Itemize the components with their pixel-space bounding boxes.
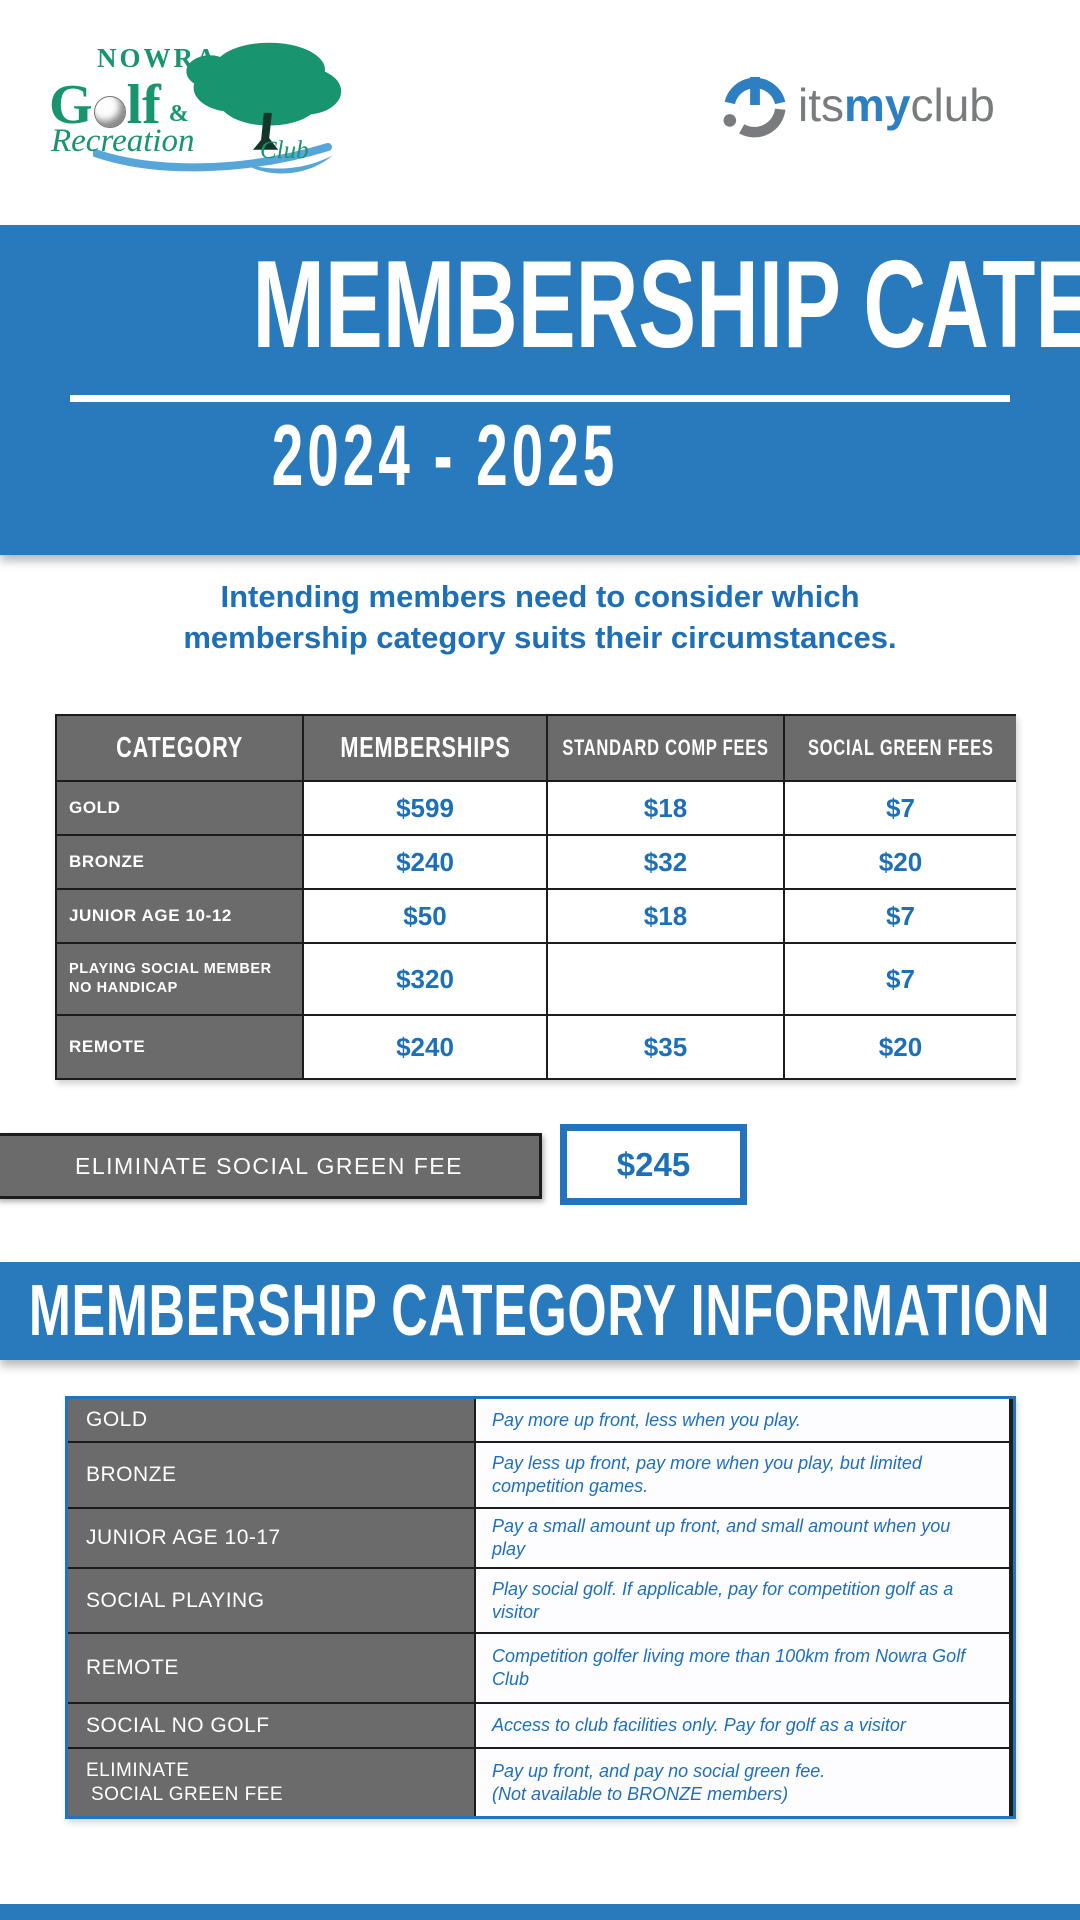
info-desc-bronze: Pay less up front, pay more when you pla… — [476, 1443, 1009, 1507]
wordmark-my: my — [844, 79, 911, 131]
remote-green-fee: $20 — [785, 1016, 1016, 1078]
row-label-playing-social: PLAYING SOCIAL MEMBER NO HANDICAP — [57, 944, 302, 1014]
golf-lf: lf — [126, 74, 161, 136]
junior-green-fee: $7 — [785, 890, 1016, 942]
fees-table: CATEGORY MEMBERSHIPS STANDARD COMP FEES … — [55, 714, 1016, 1080]
club-name: NOWRA — [97, 43, 219, 73]
golf-ball-icon — [93, 96, 126, 128]
remote-comp-fee: $35 — [548, 1016, 783, 1078]
info-label-eliminate-line2: SOCIAL GREEN FEE — [91, 1783, 284, 1805]
page-title: MEMBERSHIP CATEGORIES — [252, 236, 1080, 374]
info-desc-junior: Pay a small amount up front, and small a… — [476, 1509, 1009, 1567]
row-label-remote: REMOTE — [57, 1016, 302, 1078]
gold-comp-fee: $18 — [548, 782, 783, 834]
playing-social-membership-fee: $320 — [304, 944, 546, 1014]
info-label-bronze: BRONZE — [68, 1443, 474, 1507]
info-desc-social-no-golf: Access to club facilities only. Pay for … — [476, 1704, 1009, 1747]
swoosh-icon — [93, 143, 333, 174]
row-label-bronze: BRONZE — [57, 836, 302, 888]
bronze-green-fee: $20 — [785, 836, 1016, 888]
playing-social-comp-fee — [548, 944, 783, 1014]
ampersand: & — [168, 101, 189, 127]
eliminate-green-fee-price: $245 — [616, 1145, 691, 1183]
info-desc-eliminate: Pay up front, and pay no social green fe… — [476, 1749, 1009, 1816]
column-header-memberships: MEMBERSHIPS — [304, 716, 546, 780]
season-label: 2024 - 2025 — [271, 408, 619, 504]
gold-membership-fee: $599 — [304, 782, 546, 834]
itsmyclub-logo: itsmyclub — [720, 65, 1050, 145]
info-desc-gold: Pay more up front, less when you play. — [476, 1399, 1009, 1441]
info-label-remote: REMOTE — [68, 1634, 474, 1702]
gold-green-fee: $7 — [785, 782, 1016, 834]
column-header-social-green-fees: SOCIAL GREEN FEES — [785, 716, 1016, 780]
playing-social-line2: NO HANDICAP — [69, 980, 178, 996]
eliminate-green-fee-bar: ELIMINATE SOCIAL GREEN FEE — [0, 1133, 542, 1199]
junior-comp-fee: $18 — [548, 890, 783, 942]
club-recreation-word: Recreation — [51, 123, 195, 159]
info-label-eliminate-line1: ELIMINATE — [86, 1759, 190, 1781]
itsmyclub-wordmark: itsmyclub — [798, 78, 995, 132]
intro-text: Intending members need to consider which… — [0, 576, 1080, 658]
info-desc-eliminate-line2: (Not available to BRONZE members) — [492, 1783, 789, 1804]
wordmark-club: club — [910, 79, 995, 131]
info-desc-eliminate-line1: Pay up front, and pay no social green fe… — [492, 1760, 826, 1781]
info-label-gold: GOLD — [68, 1399, 474, 1441]
info-table: GOLD Pay more up front, less when you pl… — [65, 1396, 1016, 1819]
remote-membership-fee: $240 — [304, 1016, 546, 1078]
info-label-social-no-golf: SOCIAL NO GOLF — [68, 1704, 474, 1747]
info-label-junior: JUNIOR AGE 10-17 — [68, 1509, 474, 1567]
info-desc-remote: Competition golfer living more than 100k… — [476, 1634, 1009, 1702]
info-label-social-playing: SOCIAL PLAYING — [68, 1569, 474, 1632]
intro-line-2: membership category suits their circumst… — [183, 620, 897, 655]
club-club-word: Club — [260, 137, 309, 164]
wordmark-its: its — [798, 79, 844, 131]
junior-membership-fee: $50 — [304, 890, 546, 942]
title-banner: MEMBERSHIP CATEGORIES 2024 - 2025 — [0, 225, 1080, 555]
golf-g: G — [49, 74, 93, 136]
column-header-standard-comp-fees: STANDARD COMP FEES — [548, 716, 783, 780]
playing-social-line1: PLAYING SOCIAL MEMBER — [69, 961, 272, 977]
eliminate-green-fee-price-box: $245 — [560, 1124, 747, 1205]
info-label-eliminate: ELIMINATE SOCIAL GREEN FEE — [68, 1749, 474, 1816]
info-banner-title: MEMBERSHIP CATEGORY INFORMATION — [29, 1271, 1051, 1351]
column-header-category: CATEGORY — [57, 716, 302, 780]
tree-icon — [186, 42, 342, 150]
footer-accent-bar — [0, 1904, 1080, 1920]
info-desc-social-playing: Play social golf. If applicable, pay for… — [476, 1569, 1009, 1632]
row-label-junior: JUNIOR AGE 10-12 — [57, 890, 302, 942]
eliminate-green-fee-label: ELIMINATE SOCIAL GREEN FEE — [75, 1152, 463, 1179]
row-label-gold: GOLD — [57, 782, 302, 834]
bronze-comp-fee: $32 — [548, 836, 783, 888]
info-banner: MEMBERSHIP CATEGORY INFORMATION — [0, 1262, 1080, 1360]
playing-social-green-fee: $7 — [785, 944, 1016, 1014]
bronze-membership-fee: $240 — [304, 836, 546, 888]
tree-trunk — [253, 112, 279, 150]
title-divider — [70, 395, 1010, 402]
intro-line-1: Intending members need to consider which — [220, 579, 860, 614]
itsmyclub-icon — [723, 77, 786, 138]
